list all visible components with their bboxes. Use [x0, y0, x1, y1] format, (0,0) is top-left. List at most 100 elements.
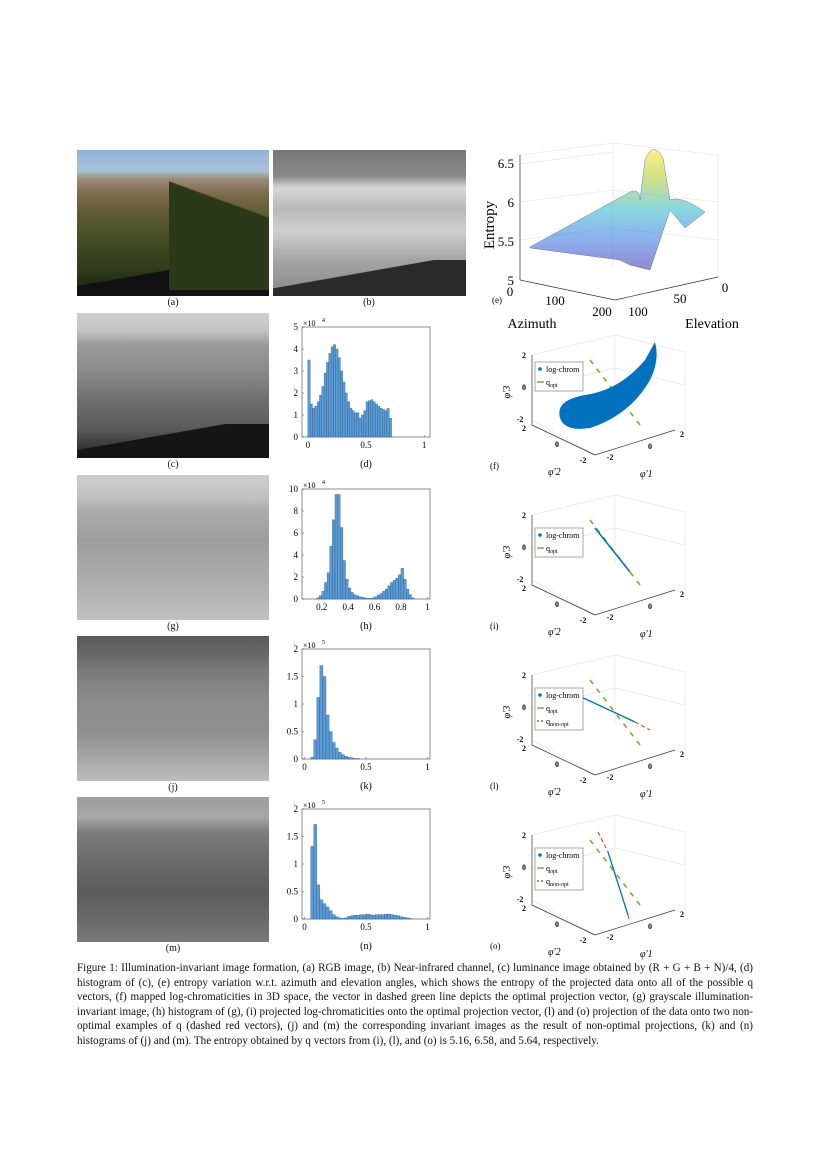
z-tick: 6.5: [498, 156, 514, 171]
tick-label: 2: [522, 671, 526, 680]
z-axis-label: Entropy: [482, 200, 498, 249]
histogram-bar: [395, 577, 399, 600]
y-tick-label: 2: [294, 644, 299, 654]
tick-label: 2: [522, 351, 526, 360]
grid-line: [614, 814, 686, 833]
histogram-bar: [358, 418, 362, 438]
histogram-bar: [406, 588, 410, 600]
histogram-bar: [332, 742, 336, 760]
axes: [519, 155, 719, 301]
histogram-bar: [322, 676, 327, 760]
histogram-bar: [353, 758, 357, 760]
histogram-bar: [353, 594, 357, 600]
panel-label: (o): [490, 941, 501, 951]
panel-label-c: (c): [167, 459, 179, 470]
y-axis-exponent: 4: [322, 318, 325, 324]
histogram-bar: [344, 917, 348, 920]
histogram-bar: [319, 595, 322, 600]
axis-label-phi3: φ'3: [502, 866, 513, 879]
histogram-bar: [392, 580, 396, 600]
axis-line: [531, 904, 596, 936]
y-tick-label: 5: [294, 322, 299, 332]
invariant-image-j: [77, 636, 269, 781]
histogram-bar: [369, 598, 373, 600]
axis-label-phi3: φ'3: [502, 386, 513, 399]
tick-label: 0: [648, 922, 652, 931]
nir-image: [273, 150, 466, 296]
axis-line: [594, 589, 676, 616]
tick-label: -2: [517, 415, 524, 424]
invariant-image-g: [77, 475, 269, 620]
tick-label: 2: [680, 590, 684, 599]
histogram-bar: [351, 410, 355, 438]
grid-line: [614, 527, 686, 546]
log-chrom-projection: [576, 694, 636, 723]
axis-line: [594, 909, 676, 936]
histogram-bar: [337, 494, 341, 600]
x-tick-label: 1: [422, 440, 427, 450]
grid-line: [614, 654, 686, 673]
x-tick-label: 0.4: [343, 602, 355, 612]
tick-label: 2: [522, 584, 526, 593]
panel-label-j: (j): [168, 782, 178, 793]
y-axis-multiplier: ×10: [303, 481, 316, 490]
y-tick-label: 1.5: [287, 672, 299, 682]
histogram-n: 0 0.5 1 1.5 2 0 0.5 1 ×10 5 (n): [287, 800, 431, 952]
histogram-bar: [382, 591, 386, 600]
histogram-bar: [330, 346, 334, 438]
histogram-d: 0 1 2 3 4 5 0 0.5 1 ×10 4 (d): [294, 318, 431, 470]
x-tick-label: 1: [425, 762, 430, 772]
panel-label: (i): [490, 621, 499, 631]
histogram-bar: [307, 359, 311, 438]
histogram-bar: [356, 412, 360, 438]
q-opt-vector: [589, 359, 641, 426]
tick-label: 0: [648, 442, 652, 451]
histogram-bar: [309, 403, 313, 438]
histogram-bar: [387, 913, 391, 920]
histogram-bar: [389, 418, 392, 438]
rgb-image: [77, 150, 269, 296]
axis-label-phi2: φ'2: [548, 467, 561, 478]
histogram-bar: [329, 546, 333, 600]
histogram-bar: [347, 757, 351, 760]
histogram-bar: [368, 400, 371, 438]
histogram-bar: [350, 592, 354, 600]
tick-label: -2: [607, 933, 614, 942]
axis-label-phi2: φ'2: [548, 627, 561, 638]
y-axis-multiplier: ×10: [303, 319, 316, 328]
histogram-bar: [338, 752, 342, 760]
histogram-bar: [344, 392, 348, 438]
plot-area: [301, 808, 431, 920]
x-tick-label: 0.6: [369, 602, 381, 612]
histogram-bar: [347, 401, 350, 438]
histogram-bar: [403, 579, 407, 600]
tick-label: 2: [522, 904, 526, 913]
histogram-bar: [313, 824, 317, 920]
tick-label: 2: [522, 831, 526, 840]
histogram-bar: [408, 594, 412, 600]
histogram-bar: [408, 918, 413, 920]
tick-label: -2: [580, 776, 587, 785]
q-opt-vector: [589, 519, 641, 586]
histogram-bar: [314, 406, 318, 438]
legend-marker-log-chrom: [538, 367, 542, 371]
histogram-bar: [325, 714, 330, 760]
histogram-bar: [372, 915, 376, 920]
x-tick: 0: [507, 284, 514, 299]
axis-label-phi3: φ'3: [502, 546, 513, 559]
axis-line: [531, 744, 596, 776]
q-opt-vector: [589, 839, 641, 906]
histogram-bar: [363, 597, 367, 600]
entropy-surface-plot: Entropy 6.5 6 5.5 5 0 100 200 100 50 0 A…: [482, 142, 739, 332]
y-tick-label: 3: [294, 366, 299, 376]
y-tick-label: 2: [294, 804, 299, 814]
axis-label-phi3: φ'3: [502, 706, 513, 719]
axis-label-phi1: φ'1: [640, 789, 653, 800]
tick-label: -2: [517, 895, 524, 904]
y-tick-label: 1: [294, 410, 299, 420]
histogram-bar: [319, 665, 324, 760]
tick-label: 0: [555, 920, 559, 929]
y-tick-label: 4: [294, 550, 299, 560]
histogram-bar: [355, 595, 359, 600]
